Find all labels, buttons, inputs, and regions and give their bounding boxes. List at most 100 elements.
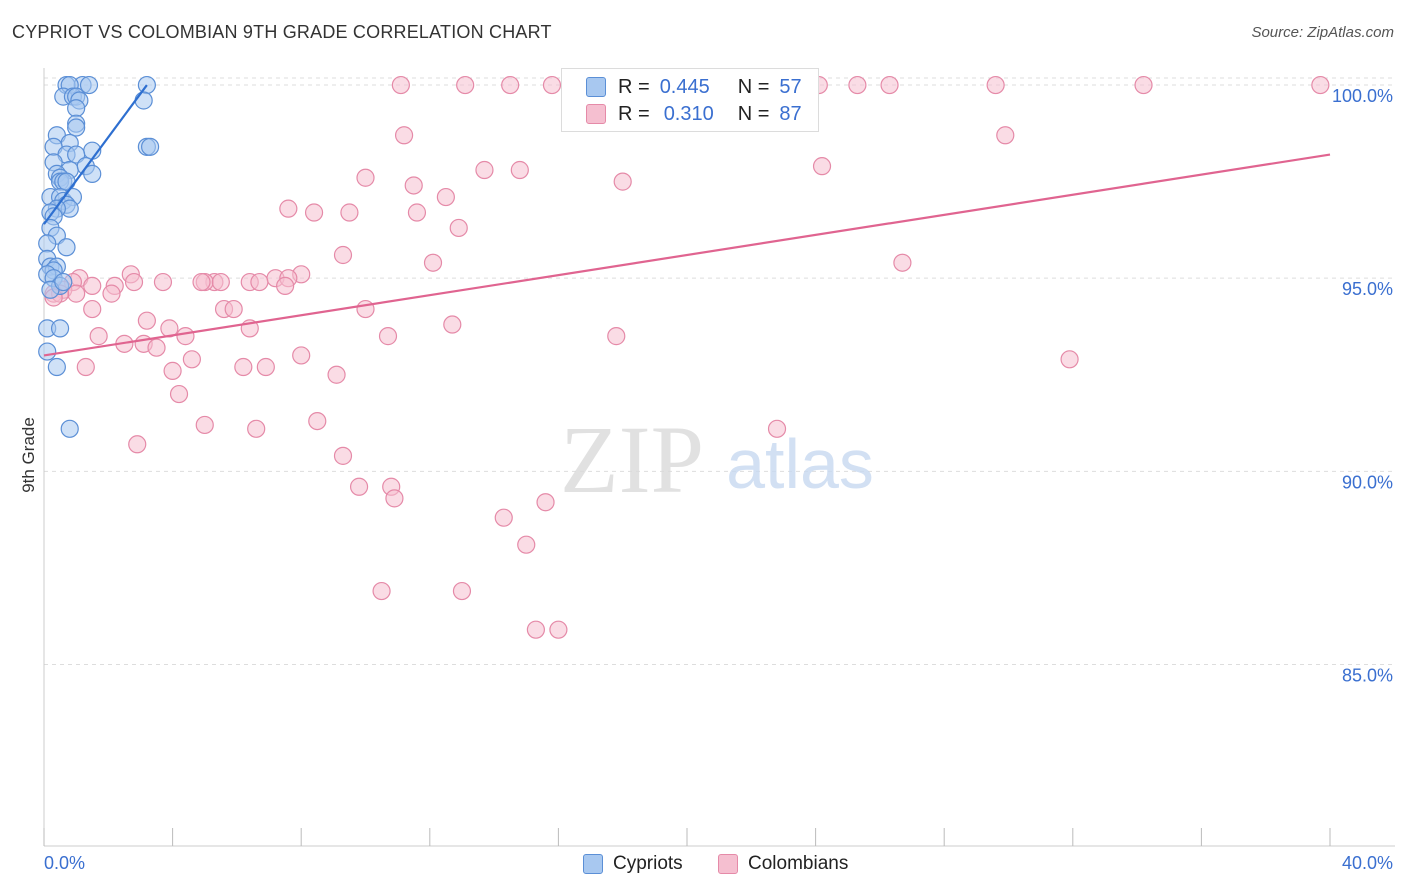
colombian-point: [356, 299, 375, 319]
legend-label-cypriots: Cypriots: [613, 853, 683, 874]
colombian-point: [475, 160, 494, 180]
cypriot-point: [140, 137, 160, 156]
colombian-point: [613, 172, 632, 191]
colombian-point: [394, 126, 414, 145]
watermark-zip: ZIP: [560, 406, 704, 513]
bottom-legend-colombians: Colombians: [718, 852, 848, 876]
colombian-point: [83, 299, 102, 319]
colombian-point: [526, 620, 545, 639]
colombian-point: [986, 75, 1005, 95]
colombian-point: [327, 365, 346, 384]
blue-swatch: [586, 77, 606, 97]
colombian-point: [234, 357, 253, 377]
cypriot-point: [83, 164, 102, 183]
colombian-point: [848, 75, 867, 95]
colombian-point: [308, 411, 327, 431]
colombian-point: [250, 272, 269, 292]
colombian-point: [247, 419, 266, 438]
colombian-point: [304, 203, 324, 222]
legend-row-cypriots: R = 0.445 N = 57: [586, 74, 802, 100]
colombian-point: [996, 126, 1015, 145]
colombian-point: [452, 581, 472, 601]
legend-n-label: N =: [737, 75, 770, 98]
colombian-point: [1060, 350, 1079, 369]
colombian-point: [517, 535, 536, 554]
colombian-point: [333, 245, 353, 265]
colombian-point: [456, 75, 475, 95]
cypriot-point: [47, 357, 66, 377]
colombian-point: [356, 168, 375, 187]
bottom-legend-cypriots: Cypriots: [583, 852, 683, 876]
cypriots-trend-line: [43, 84, 148, 225]
colombian-point: [76, 357, 95, 377]
colombian-point: [501, 75, 520, 95]
colombian-point: [333, 446, 353, 465]
legend-n-label: N =: [737, 102, 770, 125]
cypriot-point: [134, 91, 153, 110]
cypriot-point: [38, 234, 57, 253]
colombian-point: [276, 276, 295, 296]
colombians-trend-line: [43, 153, 1331, 357]
colombian-point: [607, 327, 626, 346]
watermark-atlas: atlas: [726, 425, 874, 503]
y-tick-label: 95.0%: [1342, 279, 1393, 299]
colombian-point: [153, 272, 173, 292]
colombian-point: [102, 284, 121, 303]
colombian-point: [137, 311, 156, 330]
colombian-point: [211, 272, 230, 292]
colombian-point: [893, 253, 912, 272]
colombian-point: [880, 75, 899, 95]
colombian-point: [124, 272, 144, 292]
colombian-point: [423, 253, 443, 272]
legend-r-value: 0.445: [659, 75, 710, 98]
x-tick-label: 0.0%: [44, 853, 85, 873]
colombian-point: [449, 218, 468, 238]
colombian-point: [385, 489, 404, 508]
cypriot-point: [67, 118, 86, 137]
tick-labels: 85.0% 90.0% 95.0% 100.0% 0.0% 40.0%: [44, 86, 1393, 873]
colombian-point: [169, 384, 189, 404]
colombian-point: [443, 315, 462, 334]
chart-title: CYPRIOT VS COLOMBIAN 9TH GRADE CORRELATI…: [12, 22, 552, 42]
pink-swatch: [586, 104, 606, 124]
cypriot-point: [38, 342, 57, 361]
colombian-point: [391, 75, 410, 95]
colombian-point: [89, 327, 108, 346]
legend-n-value: 87: [779, 102, 802, 125]
colombian-point: [407, 203, 427, 222]
x-tick-label: 40.0%: [1342, 853, 1393, 873]
colombian-point: [549, 620, 568, 639]
blue-swatch: [583, 854, 603, 874]
stats-legend: R = 0.445 N = 57 R = 0.310 N = 87: [561, 68, 819, 132]
cypriot-point: [67, 145, 86, 164]
colombian-point: [378, 327, 398, 346]
y-axis-label: 9th Grade: [19, 417, 38, 493]
colombian-point: [192, 272, 211, 292]
pink-swatch: [718, 854, 738, 874]
cypriot-point: [79, 75, 99, 95]
cypriot-point: [60, 419, 79, 438]
colombian-point: [182, 350, 201, 369]
legend-r-value: 0.310: [663, 102, 714, 125]
cypriots-points: [38, 75, 160, 438]
colombian-point: [163, 361, 182, 380]
colombian-point: [510, 160, 529, 180]
axes: [43, 68, 1395, 847]
colombian-point: [147, 338, 166, 357]
colombian-point: [256, 357, 275, 377]
colombian-point: [128, 435, 147, 454]
legend-r-label: R =: [618, 102, 650, 125]
source-credit: Source: ZipAtlas.com: [1251, 24, 1394, 41]
colombian-point: [372, 581, 391, 601]
colombian-point: [176, 327, 195, 346]
colombian-point: [83, 276, 102, 296]
colombian-point: [542, 75, 562, 95]
trend-lines: [43, 84, 1331, 357]
colombian-point: [292, 346, 311, 365]
cypriot-point: [57, 238, 76, 257]
cypriot-point: [50, 319, 70, 338]
colombian-point: [767, 419, 787, 438]
colombian-point: [349, 477, 369, 496]
colombian-point: [1134, 75, 1153, 95]
